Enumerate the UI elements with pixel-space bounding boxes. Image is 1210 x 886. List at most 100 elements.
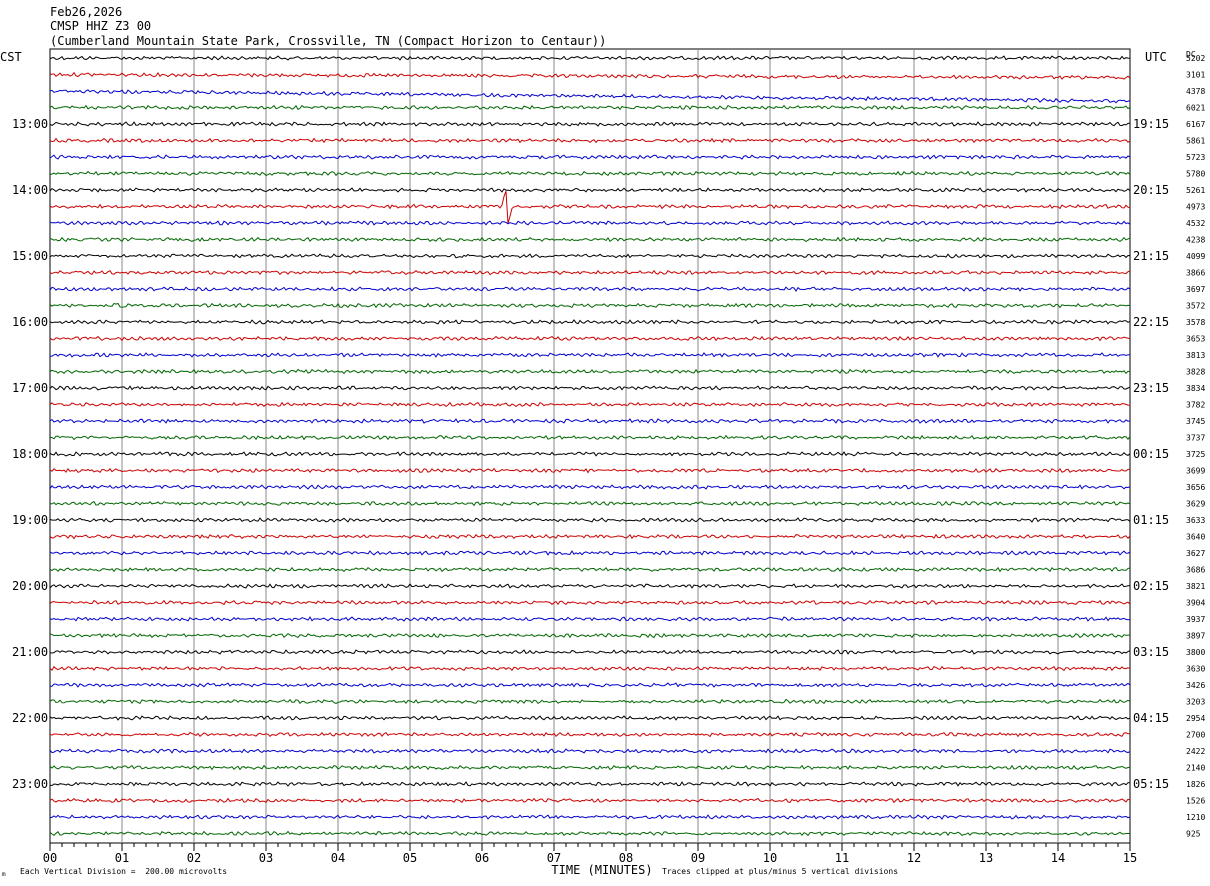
trace-line <box>49 533 1131 540</box>
trace-line <box>49 814 1131 820</box>
dc-offset-value: 2700 <box>1186 731 1205 740</box>
dc-offset-value: 1210 <box>1186 813 1205 822</box>
dc-offset-value: 3697 <box>1186 285 1205 294</box>
station-code: CMSP HHZ Z3 00 <box>50 19 152 33</box>
dc-offset-value: 4378 <box>1186 87 1205 96</box>
plot-date: Feb26,2026 <box>50 5 123 19</box>
trace-line <box>49 418 1131 424</box>
dc-offset-value: 6021 <box>1186 104 1205 113</box>
dc-offset-value: 2422 <box>1186 747 1205 756</box>
utc-hour-label: 04:15 <box>1133 711 1169 725</box>
dc-offset-value: 3686 <box>1186 566 1205 575</box>
x-tick-label: 07 <box>547 851 561 865</box>
cst-hour-label: 18:00 <box>12 447 48 461</box>
utc-hour-label: 22:15 <box>1133 315 1169 329</box>
trace-line <box>49 55 1131 61</box>
dc-offset-value: 3813 <box>1186 351 1205 360</box>
dc-offset-value: 1826 <box>1186 780 1205 789</box>
x-tick-label: 06 <box>475 851 489 865</box>
dc-offset-value: 3745 <box>1186 417 1205 426</box>
cst-hour-label: 15:00 <box>12 249 48 263</box>
dc-offset-value: 3897 <box>1186 632 1205 641</box>
dc-offset-value: 3578 <box>1186 318 1205 327</box>
dc-offset-value: 3203 <box>1186 698 1205 707</box>
utc-hour-label: 03:15 <box>1133 645 1169 659</box>
utc-hour-label: 19:15 <box>1133 117 1169 131</box>
trace-line <box>49 269 1131 276</box>
dc-offset-value: 5723 <box>1186 153 1205 162</box>
dc-offset-value: 3725 <box>1186 450 1205 459</box>
trace-line <box>49 682 1131 688</box>
cst-hour-label: 14:00 <box>12 183 48 197</box>
dc-offset-value: 3828 <box>1186 368 1205 377</box>
trace-line <box>50 71 1131 80</box>
trace-line <box>49 467 1131 474</box>
trace-line <box>49 748 1131 754</box>
dc-offset-value: 3737 <box>1186 434 1205 443</box>
dc-offset-value: 2954 <box>1186 714 1205 723</box>
dc-offset-value: 4238 <box>1186 236 1205 245</box>
trace-line <box>49 434 1131 441</box>
trace-line <box>49 170 1131 177</box>
dc-offset-value: 3800 <box>1186 648 1205 657</box>
utc-hour-label: 02:15 <box>1133 579 1169 593</box>
dc-offset-value: 3699 <box>1186 467 1205 476</box>
trace-line <box>49 302 1131 309</box>
trace-line <box>49 566 1131 573</box>
corner-mark: m <box>2 871 6 878</box>
trace-line <box>49 191 1131 224</box>
trace-line <box>49 797 1131 804</box>
cst-hour-label: 16:00 <box>12 315 48 329</box>
x-tick-label: 00 <box>43 851 57 865</box>
x-tick-label: 11 <box>835 851 849 865</box>
trace-line <box>49 616 1131 622</box>
dc-offset-value: 3821 <box>1186 582 1205 591</box>
trace-line <box>49 698 1131 705</box>
trace-line <box>49 368 1131 375</box>
cst-hour-label: 17:00 <box>12 381 48 395</box>
dc-offset-value: 3572 <box>1186 302 1205 311</box>
cst-hour-label: 19:00 <box>12 513 48 527</box>
dc-offset-value: 2140 <box>1186 764 1205 773</box>
utc-hour-label: 21:15 <box>1133 249 1169 263</box>
trace-line <box>49 187 1131 193</box>
dc-offset-value: 5261 <box>1186 186 1205 195</box>
trace-line <box>49 451 1131 457</box>
trace-line <box>49 484 1131 490</box>
trace-line <box>49 649 1131 655</box>
trace-line <box>49 731 1130 738</box>
dc-offset-value: 3834 <box>1186 384 1205 393</box>
utc-axis-label: UTC <box>1145 50 1167 64</box>
dc-offset-value: 5202 <box>1186 54 1205 63</box>
trace-line <box>49 104 1131 111</box>
cst-hour-label: 22:00 <box>12 711 48 725</box>
trace-line <box>49 517 1131 523</box>
cst-hour-label: 20:00 <box>12 579 48 593</box>
dc-offset-value: 3627 <box>1186 549 1205 558</box>
cst-hour-label: 13:00 <box>12 117 48 131</box>
trace-line <box>49 500 1131 507</box>
trace-line <box>49 236 1131 243</box>
x-tick-label: 02 <box>187 851 201 865</box>
utc-hour-label: 23:15 <box>1133 381 1169 395</box>
clip-note: Traces clipped at plus/minus 5 vertical … <box>662 867 899 876</box>
dc-offset-value: 3426 <box>1186 681 1205 690</box>
trace-line <box>49 121 1131 127</box>
dc-offset-value: 3782 <box>1186 401 1205 410</box>
x-tick-label: 15 <box>1123 851 1137 865</box>
dc-offset-value: 3653 <box>1186 335 1205 344</box>
trace-line <box>49 401 1131 408</box>
dc-offset-value: 5861 <box>1186 137 1205 146</box>
dc-offset-value: 4099 <box>1186 252 1205 261</box>
trace-line <box>49 137 1131 144</box>
x-tick-label: 01 <box>115 851 129 865</box>
x-tick-label: 08 <box>619 851 633 865</box>
utc-hour-label: 20:15 <box>1133 183 1169 197</box>
trace-line <box>49 764 1131 771</box>
utc-hour-label: 05:15 <box>1133 777 1169 791</box>
trace-line <box>49 220 1131 226</box>
dc-offset-value: 3629 <box>1186 500 1205 509</box>
trace-line <box>49 253 1131 259</box>
x-tick-label: 04 <box>331 851 345 865</box>
